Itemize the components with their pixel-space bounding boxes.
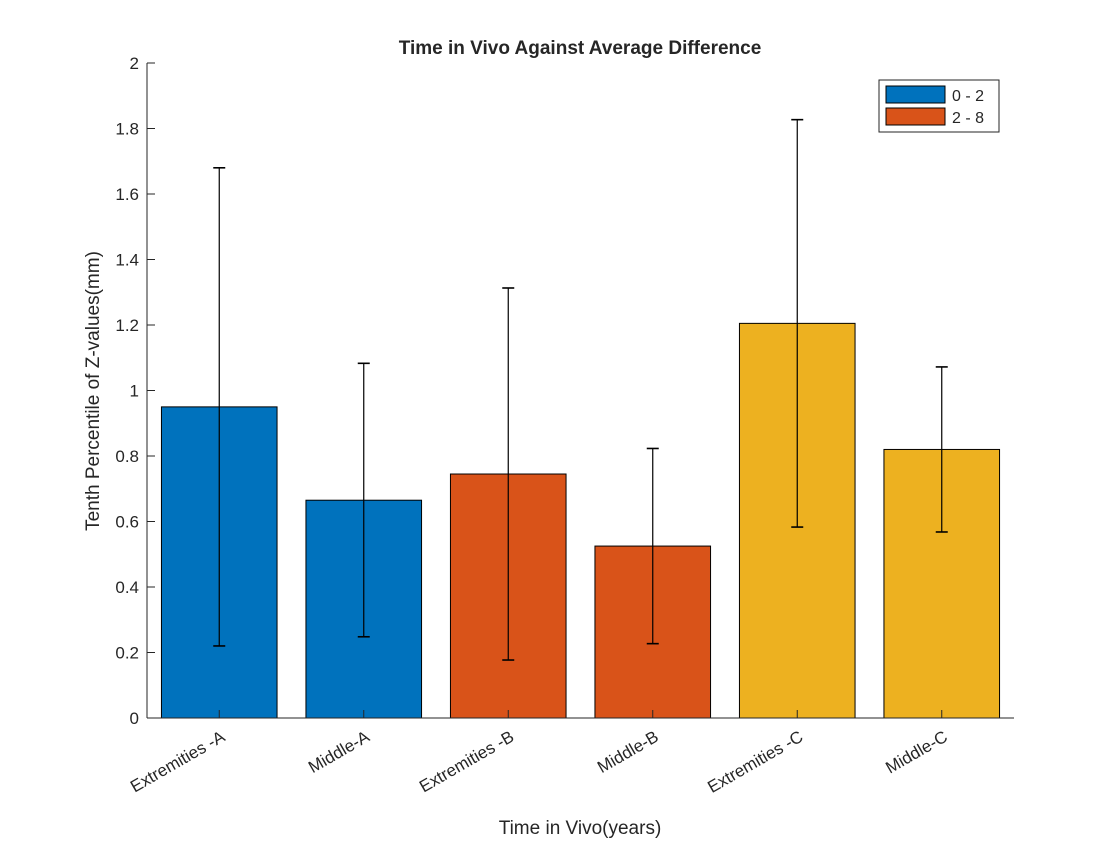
x-tick-label: Extremities -A <box>127 727 229 797</box>
y-tick-label: 0.2 <box>115 644 139 663</box>
legend-swatch <box>885 107 946 126</box>
chart-title: Time in Vivo Against Average Difference <box>399 38 762 59</box>
y-tick-label: 0.8 <box>115 447 139 466</box>
x-axis-label: Time in Vivo(years) <box>499 818 662 839</box>
x-tick-label: Extremities -B <box>416 727 517 796</box>
y-tick-label: 0 <box>130 709 139 728</box>
x-tick-label: Middle-C <box>882 727 950 777</box>
y-axis-label: Tenth Percentile of Z-values(mm) <box>83 251 104 531</box>
y-tick-label: 2 <box>130 54 139 73</box>
y-tick-label: 0.4 <box>115 578 139 597</box>
y-tick-label: 1.6 <box>115 185 139 204</box>
plot-area: 0 0.2 0.4 0.6 0.8 1 1.2 1.4 1.6 1.8 2 Extremities -… <box>115 54 1014 797</box>
y-tick-label: 1.2 <box>115 316 139 335</box>
x-tick-label: Extremities -C <box>704 727 806 797</box>
legend-label: 0 - 2 <box>952 88 984 105</box>
y-tick-label: 0.6 <box>115 513 139 532</box>
y-tick-label: 1 <box>130 382 139 401</box>
legend-label: 2 - 8 <box>952 110 984 127</box>
x-tick-label: Middle-B <box>594 727 662 777</box>
legend-swatch <box>885 85 946 104</box>
y-tick-label: 1.8 <box>115 120 139 139</box>
y-tick-label: 1.4 <box>115 251 139 270</box>
x-tick-label: Middle-A <box>305 727 373 777</box>
